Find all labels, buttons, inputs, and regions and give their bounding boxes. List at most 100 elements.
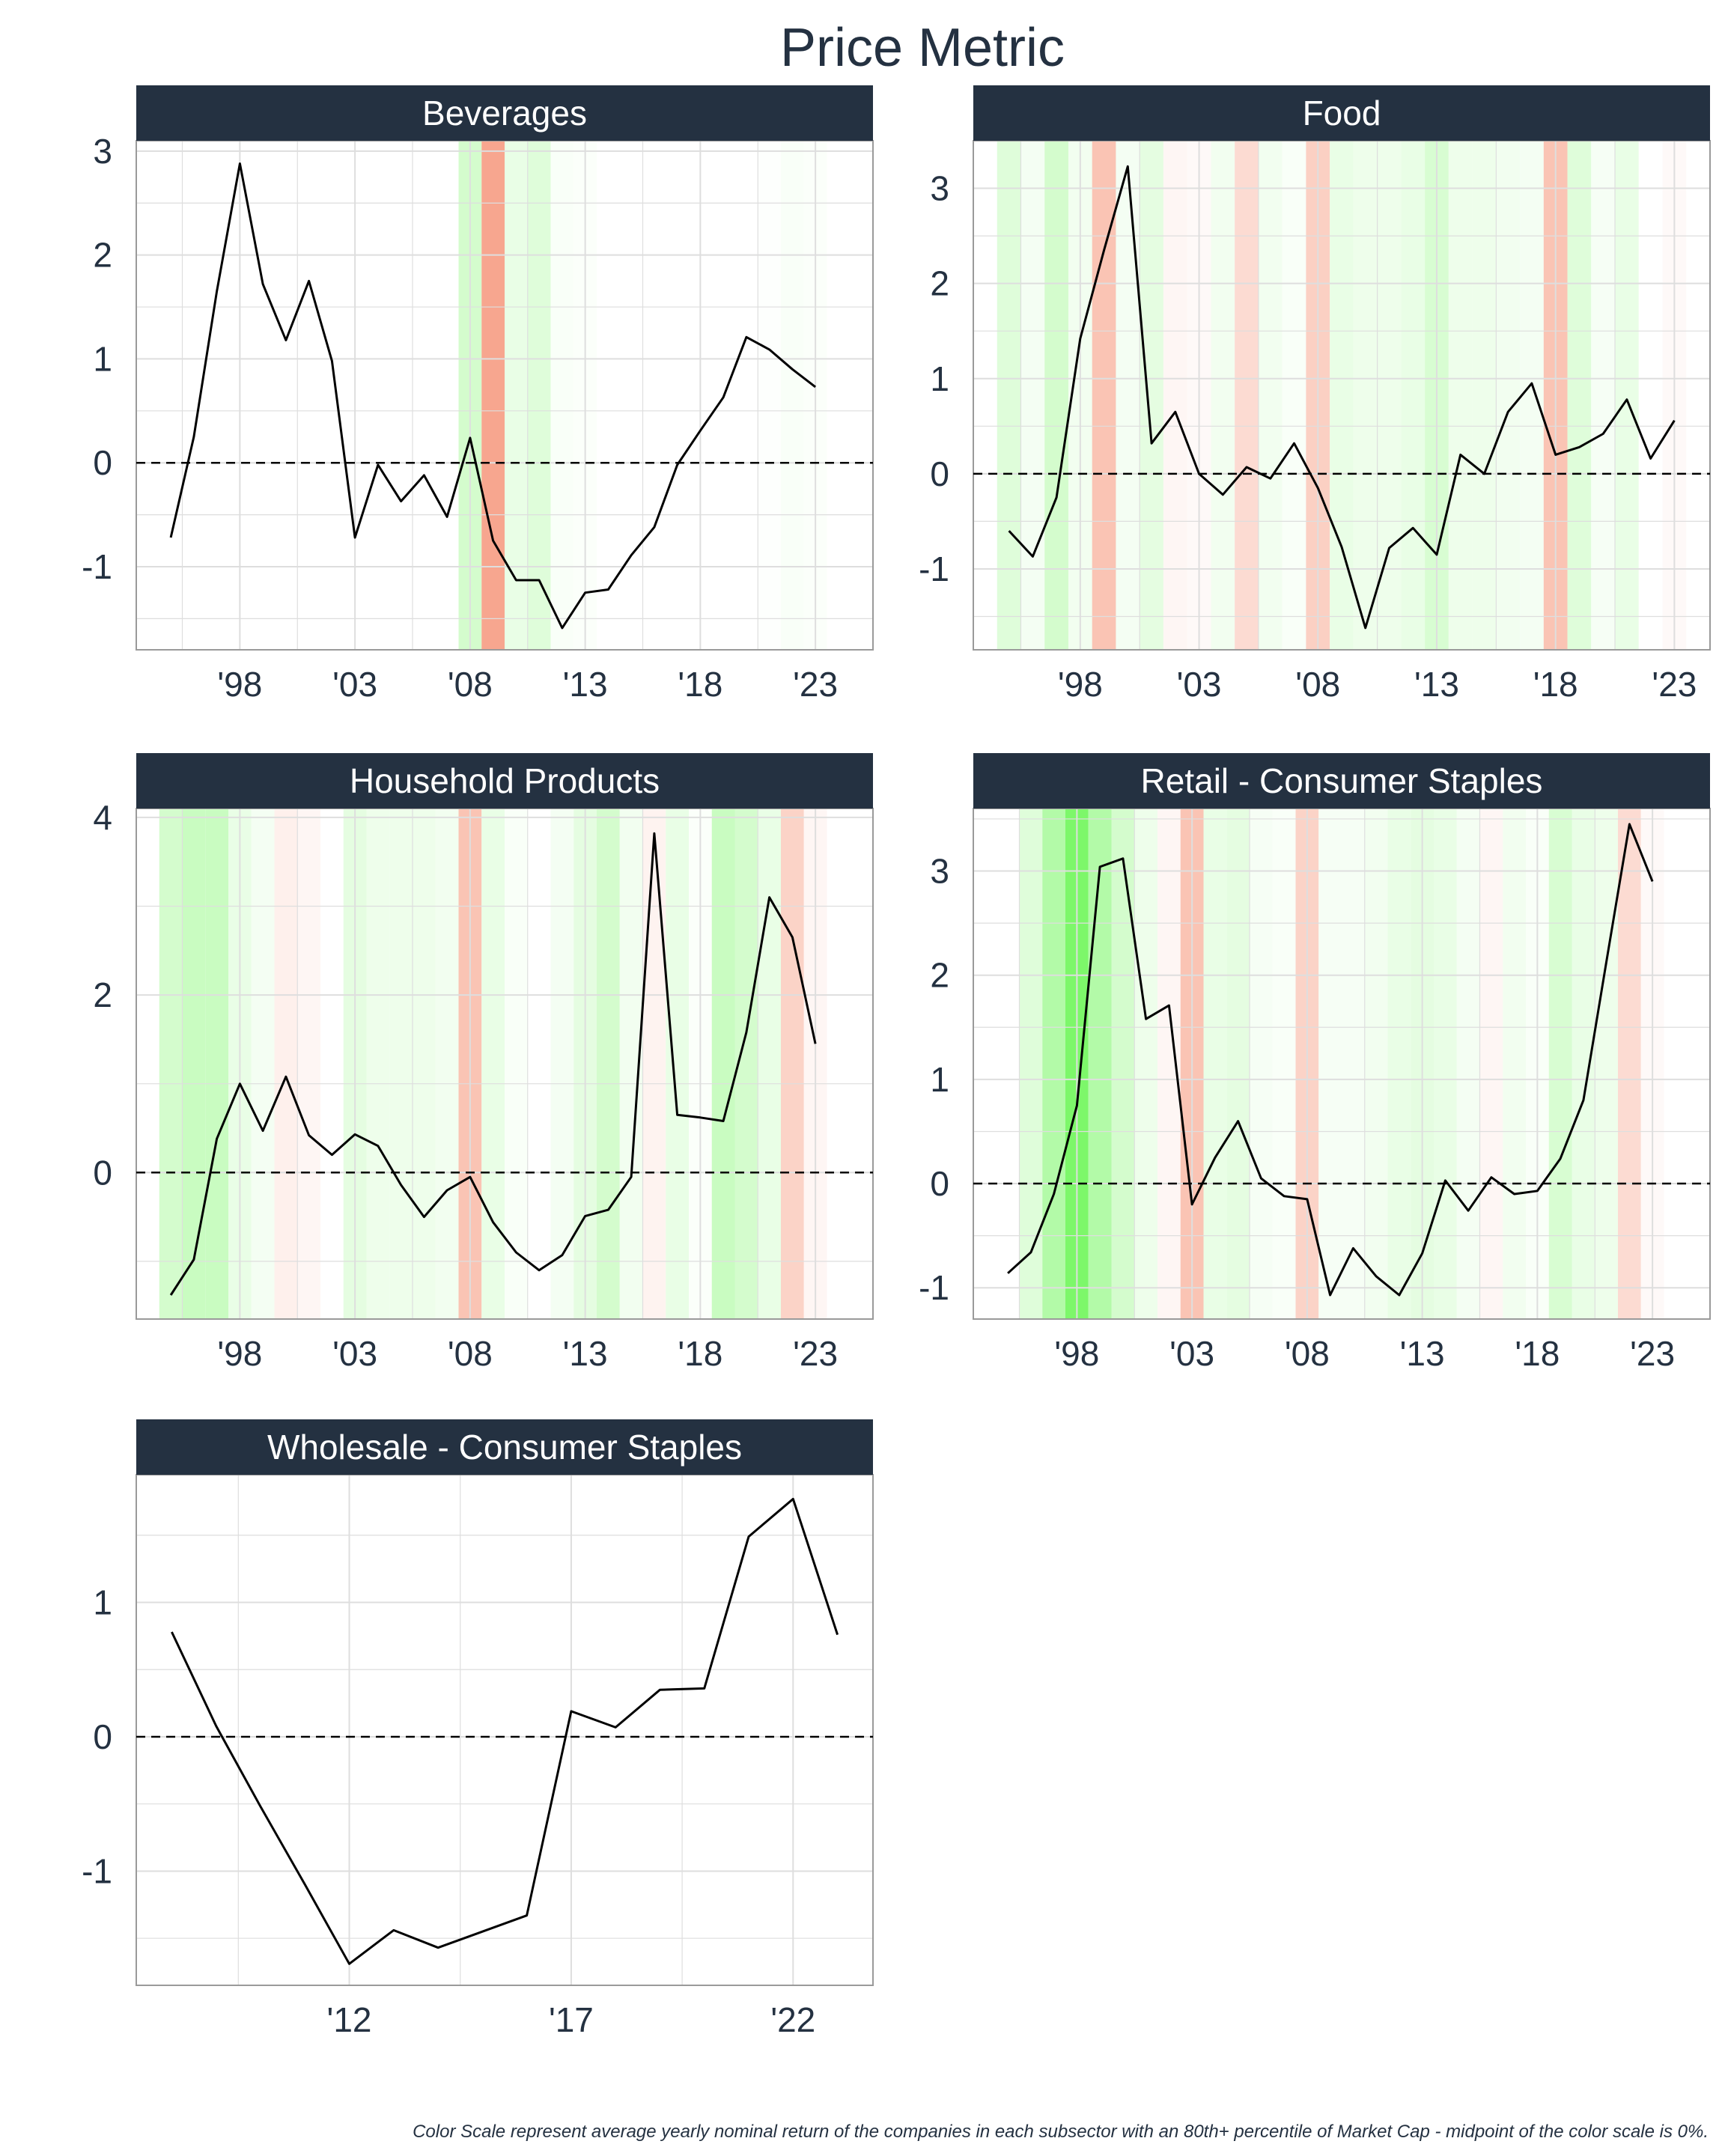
- x-tick-label: '23: [1630, 1334, 1675, 1373]
- return-band: [1235, 141, 1259, 650]
- return-band: [597, 808, 620, 1319]
- return-band: [1318, 808, 1342, 1319]
- panel-food: Food -1 0 1 2 3 '98 '03 '08 '13 '18 '23: [919, 85, 1711, 704]
- x-tick-label: '98: [1054, 1334, 1099, 1373]
- return-band: [1520, 141, 1544, 650]
- y-tick-label: -1: [82, 1851, 112, 1890]
- return-band: [1044, 141, 1068, 650]
- return-band: [413, 808, 436, 1319]
- return-band: [505, 808, 528, 1319]
- y-tick-label: -1: [82, 547, 112, 586]
- x-tick-label: '03: [1177, 665, 1222, 704]
- return-band: [781, 141, 804, 650]
- return-band: [1595, 808, 1618, 1319]
- return-band: [550, 808, 574, 1319]
- x-tick-label: '03: [1169, 1334, 1214, 1373]
- x-tick-label: '98: [1058, 665, 1103, 704]
- return-band: [1377, 141, 1402, 650]
- x-tick-label: '98: [217, 665, 262, 704]
- return-band: [1140, 141, 1163, 650]
- panel-background: [136, 1475, 873, 1985]
- panel-household-products: Household Products 0 2 4 '98 '03 '08 '13 '18 '23: [93, 753, 874, 1373]
- return-band: [1472, 141, 1497, 650]
- return-band: [1618, 808, 1641, 1319]
- return-band: [481, 808, 505, 1319]
- return-band: [1479, 808, 1503, 1319]
- return-band: [997, 141, 1021, 650]
- y-tick-label: 3: [93, 132, 112, 171]
- return-band: [1250, 808, 1273, 1319]
- return-band: [366, 808, 390, 1319]
- return-band: [1330, 141, 1354, 650]
- panel-wholesale-consumer-staples: Wholesale - Consumer Staples -1 0 1 '12 '17 '2…: [82, 1419, 874, 2039]
- panel-strip: [136, 753, 873, 808]
- main-title: Price Metric: [780, 18, 1065, 78]
- return-band: [159, 808, 183, 1319]
- x-tick-label: '18: [678, 1334, 722, 1373]
- return-band: [297, 808, 320, 1319]
- y-tick-label: 4: [93, 798, 112, 837]
- return-band: [827, 808, 851, 1319]
- return-band: [1019, 808, 1043, 1319]
- panel-strip: [136, 85, 873, 141]
- x-tick-label: '23: [793, 1334, 838, 1373]
- return-band: [642, 808, 666, 1319]
- series-line: [1007, 823, 1654, 1297]
- return-band: [1496, 141, 1521, 650]
- panel-title: Retail - Consumer Staples: [1141, 761, 1543, 800]
- return-band: [1615, 141, 1639, 650]
- panel-title: Household Products: [350, 761, 660, 800]
- return-band: [1226, 808, 1250, 1319]
- x-tick-label: '08: [1295, 665, 1340, 704]
- return-band: [1448, 141, 1473, 650]
- x-tick-label: '08: [448, 1334, 493, 1373]
- return-band: [1020, 141, 1045, 650]
- panel-beverages: Beverages -1 0 1 2 3 '98 '03 '08 '13 '18 '23: [82, 85, 874, 704]
- y-tick-label: 1: [930, 1060, 949, 1099]
- return-band: [435, 808, 459, 1319]
- return-band: [527, 808, 551, 1319]
- x-tick-label: '22: [770, 2000, 815, 2039]
- return-band: [1282, 141, 1306, 650]
- panel-title: Beverages: [422, 94, 587, 133]
- return-band: [1567, 141, 1592, 650]
- x-tick-label: '18: [1515, 1334, 1560, 1373]
- return-band: [1157, 808, 1181, 1319]
- y-tick-label: 0: [930, 454, 949, 493]
- return-band: [1134, 808, 1157, 1319]
- y-tick-label: 0: [93, 443, 112, 482]
- return-band: [251, 808, 275, 1319]
- panels: Beverages -1 0 1 2 3 '98 '03 '08 '13 '18 '23 Food -1 0…: [82, 85, 1711, 2039]
- return-band: [389, 808, 413, 1319]
- series-line: [1008, 165, 1676, 630]
- y-tick-label: 1: [930, 359, 949, 398]
- y-tick-label: -1: [919, 549, 949, 588]
- return-band: [1111, 808, 1135, 1319]
- x-tick-label: '03: [332, 665, 377, 704]
- y-tick-label: 0: [930, 1164, 949, 1203]
- panel-strip: [973, 85, 1710, 141]
- return-band: [1638, 141, 1663, 650]
- return-band: [781, 808, 804, 1319]
- return-band: [1342, 808, 1365, 1319]
- return-band: [205, 808, 228, 1319]
- y-tick-label: 3: [930, 852, 949, 891]
- return-band: [1042, 808, 1065, 1319]
- return-band: [666, 808, 689, 1319]
- return-band: [550, 141, 574, 650]
- panel-title: Wholesale - Consumer Staples: [267, 1428, 742, 1467]
- x-tick-label: '13: [563, 665, 608, 704]
- y-tick-label: 0: [93, 1717, 112, 1756]
- x-tick-label: '12: [327, 2000, 372, 2039]
- y-tick-label: 2: [930, 264, 949, 303]
- y-tick-label: 1: [93, 1583, 112, 1622]
- panel-strip: [973, 753, 1710, 808]
- y-tick-label: 2: [930, 956, 949, 995]
- return-band: [642, 141, 666, 650]
- series-line: [169, 832, 817, 1296]
- x-tick-label: '13: [1400, 1334, 1445, 1373]
- y-tick-label: 0: [93, 1153, 112, 1192]
- y-tick-label: 1: [93, 339, 112, 378]
- return-band: [1353, 141, 1378, 650]
- x-tick-label: '08: [1285, 1334, 1330, 1373]
